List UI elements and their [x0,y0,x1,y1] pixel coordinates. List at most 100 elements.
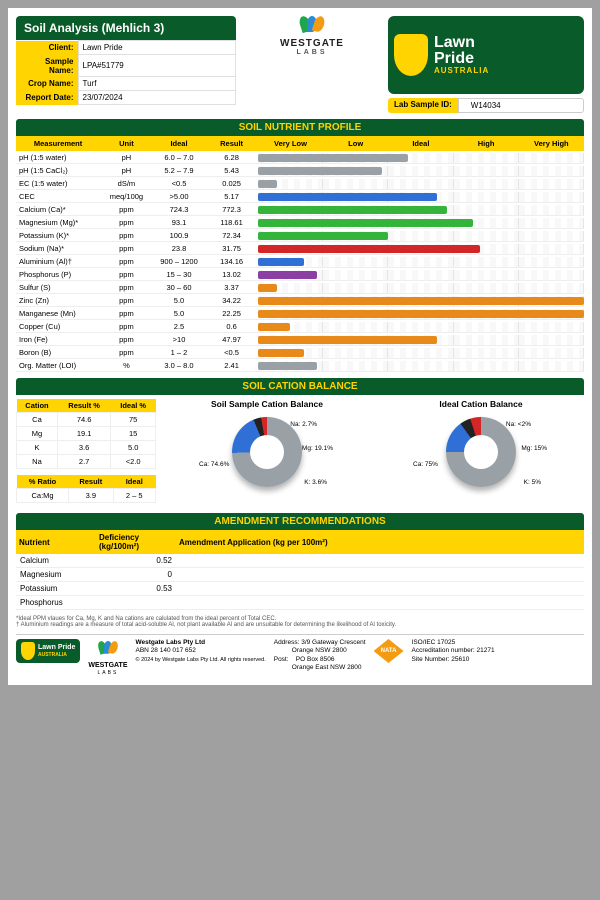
pie-label-k: K: 3.6% [304,479,327,486]
nutrient-row: Sulfur (S) ppm 30 – 60 3.37 [16,281,584,294]
report-footer: Lawn PrideAUSTRALIA WESTGATE LABS Westga… [16,634,584,677]
nutrient-result: 3.37 [205,281,258,294]
pie-label-na: Na: 2.7% [290,421,317,428]
nutrient-unit: ppm [100,307,153,320]
lp-mini-l1: Lawn [38,644,56,651]
amend-deficiency: 0.52 [96,554,176,568]
nutrient-unit: ppm [100,333,153,346]
nutrient-bar-cell [258,282,584,295]
nutrient-bar-cell [258,217,584,230]
nutrient-result: 118.61 [205,216,258,229]
cation-name: Mg [17,427,58,441]
nutrient-name: Org. Matter (LOI) [16,359,100,372]
pie-label-k: K: 5% [524,479,541,486]
nutrient-name: Calcium (Ca)* [16,203,100,216]
nutrient-ideal: 724.3 [153,203,206,216]
amend-header: Amendment Application (kg per 100m²) [176,530,584,554]
nutrient-row: Copper (Cu) ppm 2.5 0.6 [16,320,584,333]
cation-result: 2.7 [57,455,110,469]
wg-mini-name: WESTGATE [88,661,127,670]
nutrient-bar [258,193,437,201]
shield-icon [394,34,428,76]
nutrient-ideal: >5.00 [153,190,206,203]
nutrient-bar [258,310,584,318]
cation-header: Ideal % [111,399,156,413]
report-title: Soil Analysis (Mehlich 3) [16,16,236,40]
amend-section-title: AMENDMENT RECOMMENDATIONS [16,513,584,530]
nutrient-name: CEC [16,190,100,203]
nutrient-ideal: 5.0 [153,294,206,307]
lawnpride-l1: Lawn [434,34,475,51]
nutrient-name: Boron (B) [16,346,100,359]
nutrient-result: 5.43 [205,164,258,177]
chart1-title: Soil Sample Cation Balance [164,399,370,409]
pie-label-na: Na: <2% [506,421,531,428]
nutrient-result: 772.3 [205,203,258,216]
nutrient-bar [258,154,408,162]
nutrient-bar-cell [258,269,584,282]
amend-deficiency: 0 [96,568,176,582]
nutrient-row: Calcium (Ca)* ppm 724.3 772.3 [16,203,584,216]
cation-ideal: 15 [111,427,156,441]
nutrient-result: 2.41 [205,359,258,372]
nutrient-bar [258,271,317,279]
nutrient-bar-cell [258,165,584,178]
post-line1: PO Box 8506 [296,656,335,663]
addr-label: Address: [274,639,300,646]
company-copy: © 2024 by Westgate Labs Pty Ltd. All rig… [136,657,266,663]
nutrient-unit: ppm [100,229,153,242]
nutrient-unit: ppm [100,281,153,294]
np-header: Very High [519,136,584,151]
nutrient-row: EC (1:5 water) dS/m <0.5 0.025 [16,177,584,190]
nutrient-bar-cell [258,230,584,243]
nutrient-unit: ppm [100,346,153,359]
nutrient-bar [258,180,278,188]
nutrient-ideal: 6.0 – 7.0 [153,151,206,164]
nutrient-bar [258,206,447,214]
np-header: Ideal [153,136,206,151]
cation-balance-area: CationResult %Ideal % Ca74.675Mg19.115K3… [16,399,584,507]
client-value: Lawn Pride [78,41,236,55]
lawnpride-badge: Lawn Pride AUSTRALIA [388,16,584,94]
np-header: Ideal [388,136,453,151]
pie-label-ca: Ca: 75% [413,461,438,468]
accreditation-info: ISO/IEC 17025 Accreditation number: 2127… [412,639,495,664]
np-header: Measurement [16,136,100,151]
nutrient-ideal: 900 – 1200 [153,255,206,268]
amend-row: Potassium0.53 [16,582,584,596]
ratio-header: Ideal [113,475,155,489]
nutrient-ideal: 2.5 [153,320,206,333]
nutrient-name: Sodium (Na)* [16,242,100,255]
nutrient-bar [258,258,304,266]
nutrient-row: Boron (B) ppm 1 – 2 <0.5 [16,346,584,359]
nutrient-unit: dS/m [100,177,153,190]
nutrient-bar-cell [258,152,584,165]
company-info: Westgate Labs Pty Ltd ABN 28 140 017 652… [136,639,266,664]
np-header: High [453,136,518,151]
nutrient-unit: ppm [100,320,153,333]
nutrient-bar [258,219,473,227]
nutrient-name: Zinc (Zn) [16,294,100,307]
sample-cation-chart: Soil Sample Cation Balance Ca: 74.6% Mg:… [164,399,370,507]
lawnpride-mini-logo: Lawn PrideAUSTRALIA [16,639,80,663]
footnote-2: † Aluminium readings are a measure of to… [16,622,584,628]
company-abn: ABN 28 140 017 652 [136,647,196,654]
westgate-logo: WESTGATELABS [242,16,382,113]
nutrient-bar [258,323,291,331]
cation-name: Ca [17,413,58,427]
nutrient-name: EC (1:5 water) [16,177,100,190]
ratio-ideal: 2 – 5 [113,489,155,503]
nutrient-name: pH (1:5 water) [16,151,100,164]
nutrient-name: Potassium (K)* [16,229,100,242]
nutrient-bar [258,297,584,305]
nutrient-ideal: 5.2 – 7.9 [153,164,206,177]
cation-table: CationResult %Ideal % Ca74.675Mg19.115K3… [16,399,156,469]
nutrient-bar-cell [258,308,584,321]
nutrient-result: 47.97 [205,333,258,346]
nutrient-section-title: SOIL NUTRIENT PROFILE [16,119,584,136]
nutrient-name: Copper (Cu) [16,320,100,333]
westgate-mini-logo: WESTGATE LABS [88,639,127,677]
amend-header: Deficiency (kg/100m²) [96,530,176,554]
nutrient-result: 0.6 [205,320,258,333]
nutrient-row: Org. Matter (LOI) % 3.0 – 8.0 2.41 [16,359,584,372]
